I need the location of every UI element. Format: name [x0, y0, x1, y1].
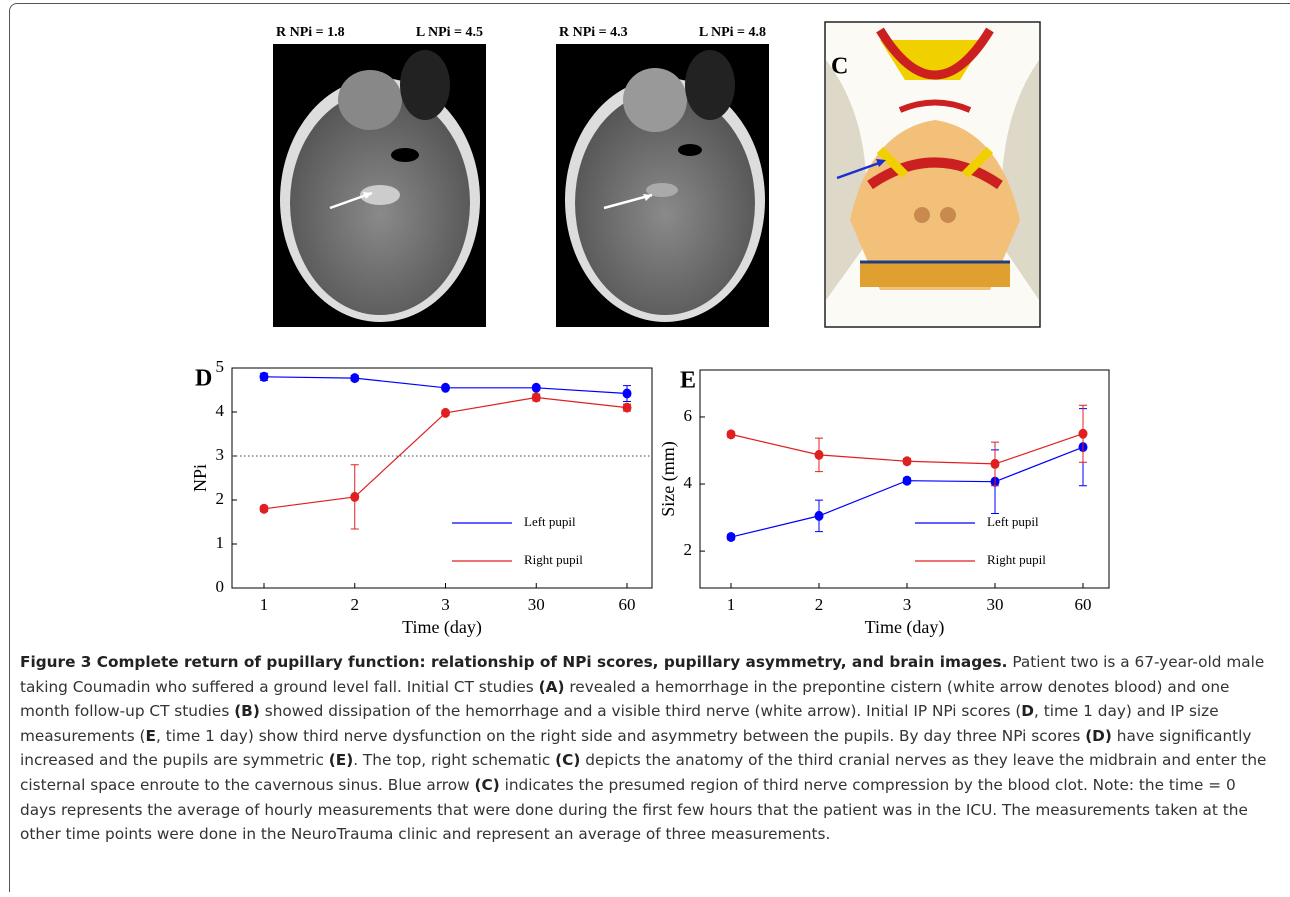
data-point — [726, 429, 736, 440]
caption-text: revealed a hemorrhage in the prepontine … — [20, 677, 1230, 721]
caption-text: depicts the anatomy of the third cranial… — [20, 751, 1267, 794]
legend-label: Right pupil — [987, 552, 1046, 567]
plot-frame — [231, 367, 653, 589]
panel-letter: A — [279, 54, 297, 80]
caption-text: (B) — [234, 702, 260, 721]
panel-annotation: R NPi = 4.3 — [559, 25, 628, 40]
panel-annotation: R NPi = 1.8 — [276, 25, 345, 40]
caption-text: Patient two is a 67-year-old male taking… — [20, 653, 1265, 696]
data-point — [350, 491, 360, 502]
y-tick-label: 2 — [684, 540, 693, 559]
ct-image-b — [556, 22, 769, 327]
data-point — [441, 382, 450, 393]
plot-frame — [699, 369, 1110, 589]
caption: Figure 3 Complete return of pupillary fu… — [20, 650, 1275, 847]
legend-label: Right pupil — [524, 552, 583, 567]
y-axis-label: Size (mm) — [658, 441, 679, 516]
data-point — [902, 475, 912, 486]
caption-text: have significantly increased and the pup… — [20, 726, 1252, 770]
panel-letter: C — [831, 54, 848, 80]
y-tick-label: 4 — [216, 401, 225, 420]
figure: R NPi = 1.8 L NPi = 4.5 A R NPi = 4.3 L NPi … — [190, 21, 1110, 638]
y-tick-label: 5 — [216, 357, 225, 376]
caption-text: . The top, right schematic — [353, 751, 551, 770]
caption-title: Figure 3 Complete return of pupillary fu… — [20, 653, 1008, 671]
data-point — [902, 456, 912, 467]
data-point — [990, 458, 1000, 469]
x-tick-label: 3 — [903, 595, 912, 614]
y-tick-label: 6 — [684, 406, 693, 425]
y-tick-label: 0 — [216, 577, 225, 596]
caption-text: (C) — [555, 751, 581, 770]
caption-text: E — [145, 726, 156, 745]
data-point — [622, 388, 632, 399]
x-tick-label: 3 — [441, 595, 450, 614]
panel-annotation: L NPi = 4.5 — [416, 25, 483, 40]
x-tick-label: 2 — [815, 595, 824, 614]
caption-text: (E) — [328, 751, 354, 770]
panel-letter: B — [562, 54, 578, 80]
panel-letter: E — [680, 368, 696, 394]
data-point — [622, 402, 632, 413]
caption-text: showed dissipation of the hemorrhage and… — [264, 702, 1022, 721]
y-tick-label: 3 — [216, 445, 225, 464]
x-tick-label: 30 — [528, 595, 545, 614]
x-axis-label: Time (day) — [402, 617, 482, 638]
data-point — [350, 373, 360, 384]
ct-image-a — [273, 22, 486, 327]
caption-text: indicates the presumed region of third n… — [20, 775, 1248, 844]
data-point — [531, 392, 541, 403]
y-tick-label: 2 — [216, 489, 225, 508]
x-tick-label: 2 — [351, 595, 360, 614]
caption-text: (D) — [1085, 726, 1112, 745]
x-tick-label: 1 — [727, 595, 736, 614]
panel-letter: D — [195, 366, 212, 392]
y-axis-label: NPi — [190, 464, 210, 492]
data-point — [814, 449, 824, 460]
caption-text: (A) — [538, 677, 565, 696]
legend-label: Left pupil — [524, 514, 576, 529]
x-tick-label: 30 — [987, 595, 1004, 614]
data-point — [1078, 428, 1088, 439]
caption-text: , time 1 day) and IP size measurements ( — [20, 702, 1219, 745]
x-tick-label: 1 — [260, 595, 269, 614]
y-tick-label: 1 — [216, 533, 225, 552]
y-tick-label: 4 — [684, 473, 693, 492]
panel-annotation: L NPi = 4.8 — [699, 25, 766, 40]
legend-label: Left pupil — [987, 514, 1039, 529]
caption-text: , time 1 day) show third nerve dysfuncti… — [155, 726, 1081, 745]
x-axis-label: Time (day) — [865, 617, 945, 638]
anatomy-schematic-c — [824, 21, 1041, 328]
x-tick-label: 60 — [1075, 595, 1092, 614]
caption-text: (C) — [474, 775, 500, 794]
data-point — [259, 371, 269, 382]
data-point — [726, 532, 736, 543]
data-point — [814, 510, 824, 521]
data-point — [259, 503, 269, 514]
data-point — [441, 407, 450, 418]
figure-frame — [9, 3, 1290, 892]
caption-text: D — [1021, 702, 1034, 721]
x-tick-label: 60 — [619, 595, 636, 614]
data-point — [531, 382, 541, 393]
